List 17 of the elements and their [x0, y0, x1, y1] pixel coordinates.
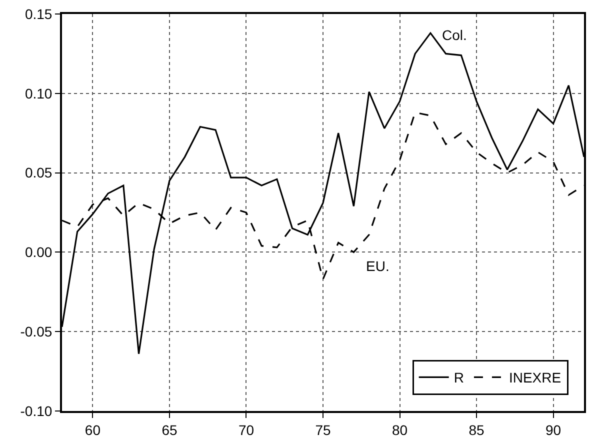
- x-tick-label: 90: [546, 422, 562, 438]
- y-tick-label: 0.05: [24, 164, 52, 181]
- y-tick-label: 0.00: [24, 244, 52, 260]
- x-tick-label: 60: [84, 422, 101, 438]
- x-tick-label: 70: [238, 422, 254, 438]
- x-tick-label: 65: [162, 422, 178, 438]
- legend-label: R: [454, 370, 464, 386]
- y-tick-label: 0.15: [24, 6, 52, 22]
- y-tick-label: 0.10: [24, 85, 52, 102]
- x-tick-label: 80: [392, 422, 408, 438]
- annotation: Col.: [442, 27, 467, 43]
- y-tick-label: -0.10: [20, 402, 52, 419]
- x-tick-label: 75: [315, 422, 331, 438]
- x-tick-label: 85: [468, 422, 485, 438]
- y-tick-label: -0.05: [20, 324, 52, 340]
- legend-label: INEXRE: [508, 370, 562, 386]
- annotation: EU.: [366, 258, 390, 274]
